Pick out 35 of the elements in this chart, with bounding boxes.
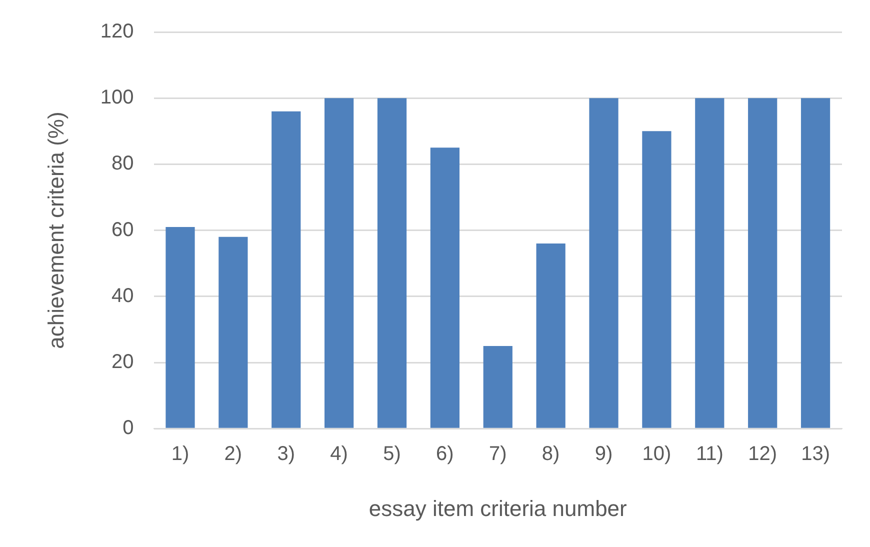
y-tick-label: 80 [112,152,134,175]
bar [483,346,512,428]
bar [218,236,248,428]
x-tick-label: 12) [748,443,778,466]
x-tick-label: 2) [224,443,242,466]
bar [800,98,830,428]
x-tick-label: 11) [696,443,724,466]
bar [324,98,354,428]
x-tick-label: 3) [277,443,296,466]
y-tick-label: 0 [122,417,134,440]
y-tick-label: 20 [112,351,134,374]
bar [272,111,301,428]
bar [589,98,618,428]
y-tick-label: 100 [100,86,134,109]
y-tick-label: 120 [100,20,134,43]
bar [536,244,566,428]
bar [430,148,460,428]
bar [642,131,672,428]
x-axis-title: essay item criteria number [368,496,627,521]
bar [695,98,724,428]
x-tick-label: 7) [488,443,507,466]
bar [166,226,195,428]
y-tick-label: 40 [112,284,134,307]
x-tick-label: 9) [594,443,613,466]
x-tick-label: 5) [383,443,401,466]
x-tick-label: 4) [330,443,348,466]
bar [377,98,407,428]
y-tick-label: 60 [112,218,134,241]
x-tick-label: 6) [436,443,454,466]
x-tick-label: 8) [542,443,560,466]
x-tick-label: 10) [642,443,672,466]
bar [748,98,778,428]
y-axis-title: achievement criteria (%) [43,112,68,349]
x-tick-label: 1) [171,443,190,466]
x-tick-label: 13) [801,443,830,466]
